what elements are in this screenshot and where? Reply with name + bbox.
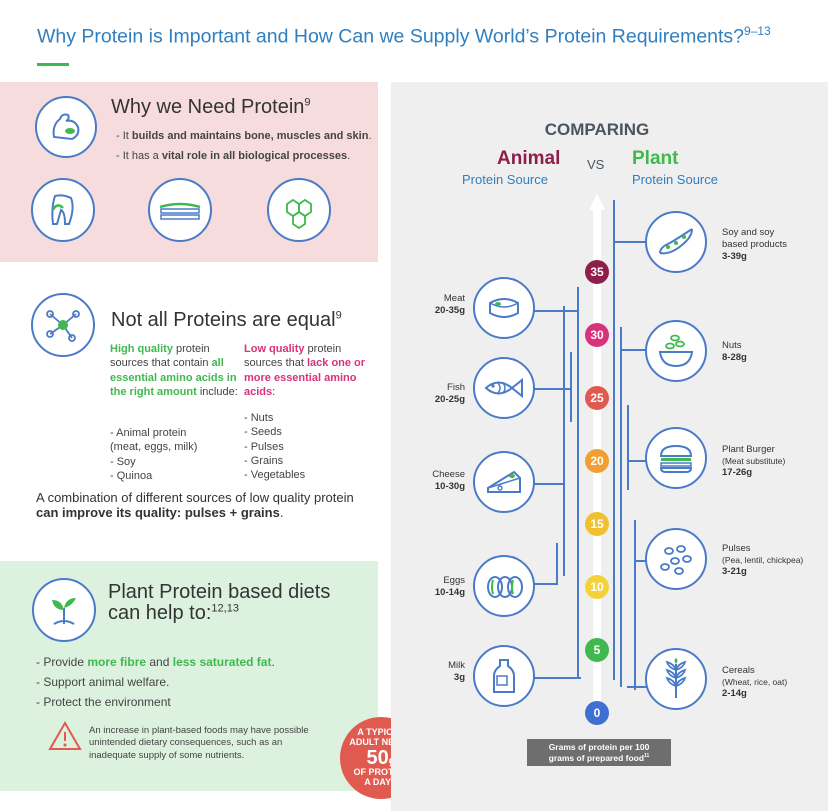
scale-20: 20	[585, 449, 609, 473]
molecule-icon	[267, 178, 331, 242]
scale-5: 5	[585, 638, 609, 662]
plant-point-environment: - Protect the environment	[36, 695, 171, 709]
milk-label: Milk 3g	[448, 660, 465, 683]
why-bullet-biological: - It has a vital role in all biological …	[116, 150, 351, 162]
high-quality-list: - Animal protein (meat, eggs, milk) - So…	[110, 427, 198, 482]
page-title: Why Protein is Important and How Can we …	[37, 24, 771, 48]
eggs-connector	[533, 583, 558, 585]
eggs-label: Eggs 10-14g	[434, 575, 465, 598]
nuts-connector	[620, 349, 647, 351]
scale-30: 30	[585, 323, 609, 347]
scale-25: 25	[585, 386, 609, 410]
cereals-connector	[627, 686, 647, 688]
equal-heading: Not all Proteins are equal9	[111, 309, 342, 331]
eggs-range-line	[556, 543, 558, 583]
soy-connector	[613, 241, 647, 243]
plant-sub-label: Protein Source	[632, 172, 718, 187]
pulses-icon	[645, 528, 707, 590]
meat-connector	[533, 310, 579, 312]
fish-connector	[533, 388, 572, 390]
axis-caption: Grams of protein per 100 grams of prepare…	[527, 739, 671, 767]
title-underline	[37, 63, 69, 66]
why-heading: Why we Need Protein9	[111, 96, 311, 118]
plant-point-fibre: - Provide more fibre and less saturated …	[36, 655, 275, 669]
burger-connector	[627, 460, 647, 462]
axis-arrow-head	[589, 194, 605, 210]
comparing-title: COMPARING	[544, 120, 650, 139]
vs-label: VS	[587, 157, 605, 172]
pulses-range-line	[634, 520, 636, 690]
pulses-connector	[634, 560, 647, 562]
nuts-icon	[645, 320, 707, 382]
pulses-label: Pulses (Pea, lentil, chickpea) 3-21g	[722, 543, 804, 577]
warning-icon	[48, 721, 82, 751]
scale-10: 10	[585, 575, 609, 599]
cheese-connector	[533, 483, 565, 485]
scale-35: 35	[585, 260, 609, 284]
nuts-label: Nuts 8-28g	[722, 340, 747, 363]
flexed-arm-icon	[35, 96, 97, 158]
scale-0: 0	[585, 701, 609, 725]
why-bullet-bones: - It builds and maintains bone, muscles …	[116, 130, 372, 142]
fish-range-line	[570, 352, 572, 422]
burger-icon	[645, 427, 707, 489]
plant-point-welfare: - Support animal welfare.	[36, 675, 170, 689]
cheese-label: Cheese 10-30g	[432, 469, 465, 492]
nuts-range-line	[620, 327, 622, 687]
skin-layers-icon	[148, 178, 212, 242]
combination-text: A combination of different sources of lo…	[36, 490, 354, 520]
soy-range-line	[613, 200, 615, 680]
burger-label: Plant Burger (Meat substitute) 17-26g	[722, 444, 786, 478]
plant-label: Plant	[632, 148, 679, 169]
soy-icon	[645, 211, 707, 273]
cereals-icon	[645, 648, 707, 710]
plant-heading: Plant Protein based diets can help to:12,…	[108, 581, 331, 624]
molecule-network-icon	[31, 293, 95, 357]
high-quality-text: High quality protein sources that contai…	[110, 343, 238, 398]
seedling-icon	[32, 578, 96, 642]
milk-connector	[533, 677, 581, 679]
eggs-icon	[473, 555, 535, 617]
comparison-panel	[391, 82, 828, 811]
animal-sub-label: Protein Source	[462, 172, 548, 187]
warning-text: An increase in plant-based foods may hav…	[89, 725, 309, 761]
cereals-label: Cereals (Wheat, rice, oat) 2-14g	[722, 665, 788, 699]
fish-icon	[473, 357, 535, 419]
animal-label: Animal	[497, 148, 561, 169]
meat-icon	[473, 277, 535, 339]
milk-icon	[473, 645, 535, 707]
low-quality-text: Low quality protein sources that lack on…	[244, 343, 366, 398]
cheese-icon	[473, 451, 535, 513]
fish-label: Fish 20-25g	[434, 382, 465, 405]
burger-range-line	[627, 405, 629, 490]
meat-label: Meat 20-35g	[434, 293, 465, 316]
bone-icon	[31, 178, 95, 242]
cheese-range-line	[563, 306, 565, 576]
low-quality-list: - Nuts - Seeds - Pulses - Grains - Veget…	[244, 412, 306, 482]
scale-15: 15	[585, 512, 609, 536]
meat-range-line	[577, 287, 579, 677]
soy-label: Soy and soy based products 3-39g	[722, 227, 787, 262]
